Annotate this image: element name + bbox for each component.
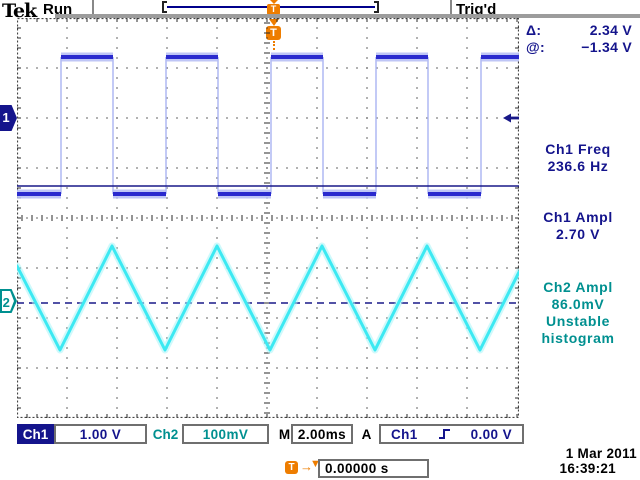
record-view-right-bracket — [374, 1, 379, 13]
measurement-value: 86.0mV — [551, 296, 605, 312]
ch2-channel-tag: Ch2 — [152, 426, 179, 442]
date-label: 1 Mar 2011 — [565, 446, 637, 461]
cursor-delta-label: Δ: — [526, 22, 542, 38]
measurement-note: Unstable — [546, 313, 610, 329]
ch2-marker-inner: 2 — [2, 291, 14, 311]
trigger-t-icon: T — [267, 4, 280, 15]
scope-graticule — [17, 18, 519, 418]
triangle-down-icon — [268, 19, 279, 26]
trigger-source: Ch1 — [391, 426, 418, 442]
arrow-right-icon: → — [300, 459, 313, 474]
cursor-delta-row: Δ: 2.34 V — [526, 22, 632, 39]
trigger-marker-tail — [272, 41, 275, 50]
ch1-marker-label: 1 — [2, 110, 10, 125]
measurement-note: histogram — [541, 330, 615, 346]
cursor-at-label: @: — [526, 39, 545, 55]
ch2-marker-label: 2 — [2, 295, 10, 310]
measurement-label: Ch2 Ampl — [543, 279, 613, 295]
grid-dots — [17, 18, 519, 418]
trigger-position-marker: T — [266, 19, 281, 50]
cursor-readout: Δ: 2.34 V @: −1.34 V — [526, 22, 632, 56]
header-divider — [92, 0, 94, 14]
trigger-level-arrow — [503, 113, 519, 123]
triangle-down-icon — [269, 0, 278, 4]
cursor-delta-value: 2.34 V — [589, 22, 632, 38]
timebase-readout: 2.00ms — [291, 424, 353, 444]
triangle-down-icon: ▼ — [310, 458, 321, 470]
measurement-ch1-ampl: Ch1 Ampl 2.70 V — [516, 209, 640, 243]
time-label: 16:39:21 — [559, 461, 616, 476]
measurement-value: 2.70 V — [555, 226, 601, 242]
measurement-ch2-ampl: Ch2 Ampl 86.0mV Unstable histogram — [516, 279, 640, 347]
trigger-t-icon: T — [285, 461, 298, 474]
ch2-trace — [17, 242, 519, 354]
measurement-label: Ch1 Ampl — [543, 209, 613, 225]
trigger-level: 0.00 V — [470, 426, 512, 442]
trigger-t-icon: T — [266, 26, 281, 40]
header-separator-bar — [55, 14, 640, 18]
record-trigger-position-icon: T — [267, 0, 280, 15]
a-trigger-tag: A — [361, 426, 372, 442]
acquisition-state: Run — [43, 1, 73, 18]
trigger-status: Trig'd — [456, 1, 497, 18]
cursor-at-value: −1.34 V — [581, 39, 632, 55]
trigger-time-readout: 0.00000 s — [318, 459, 429, 478]
main-timebase-tag: M — [278, 426, 291, 442]
rising-edge-icon — [438, 429, 450, 439]
measurement-value: 236.6 Hz — [547, 158, 609, 174]
header-divider — [450, 0, 452, 14]
tek-logo: Tek — [2, 0, 37, 22]
ch2-ground-marker: 2 — [0, 289, 17, 313]
measurement-label: Ch1 Freq — [545, 141, 611, 157]
graticule-border — [17, 18, 519, 418]
ch1-trace — [17, 52, 519, 199]
ch1-channel-tag: Ch1 — [17, 424, 54, 444]
ch1-scale-readout: 1.00 V — [54, 424, 147, 444]
ch1-ground-marker: 1 — [0, 105, 17, 131]
record-view-left-bracket — [162, 1, 167, 13]
trigger-readout: Ch1 0.00 V — [379, 424, 524, 444]
cursor-at-row: @: −1.34 V — [526, 39, 632, 56]
ch2-scale-readout: 100mV — [182, 424, 269, 444]
measurement-ch1-freq: Ch1 Freq 236.6 Hz — [516, 141, 640, 175]
